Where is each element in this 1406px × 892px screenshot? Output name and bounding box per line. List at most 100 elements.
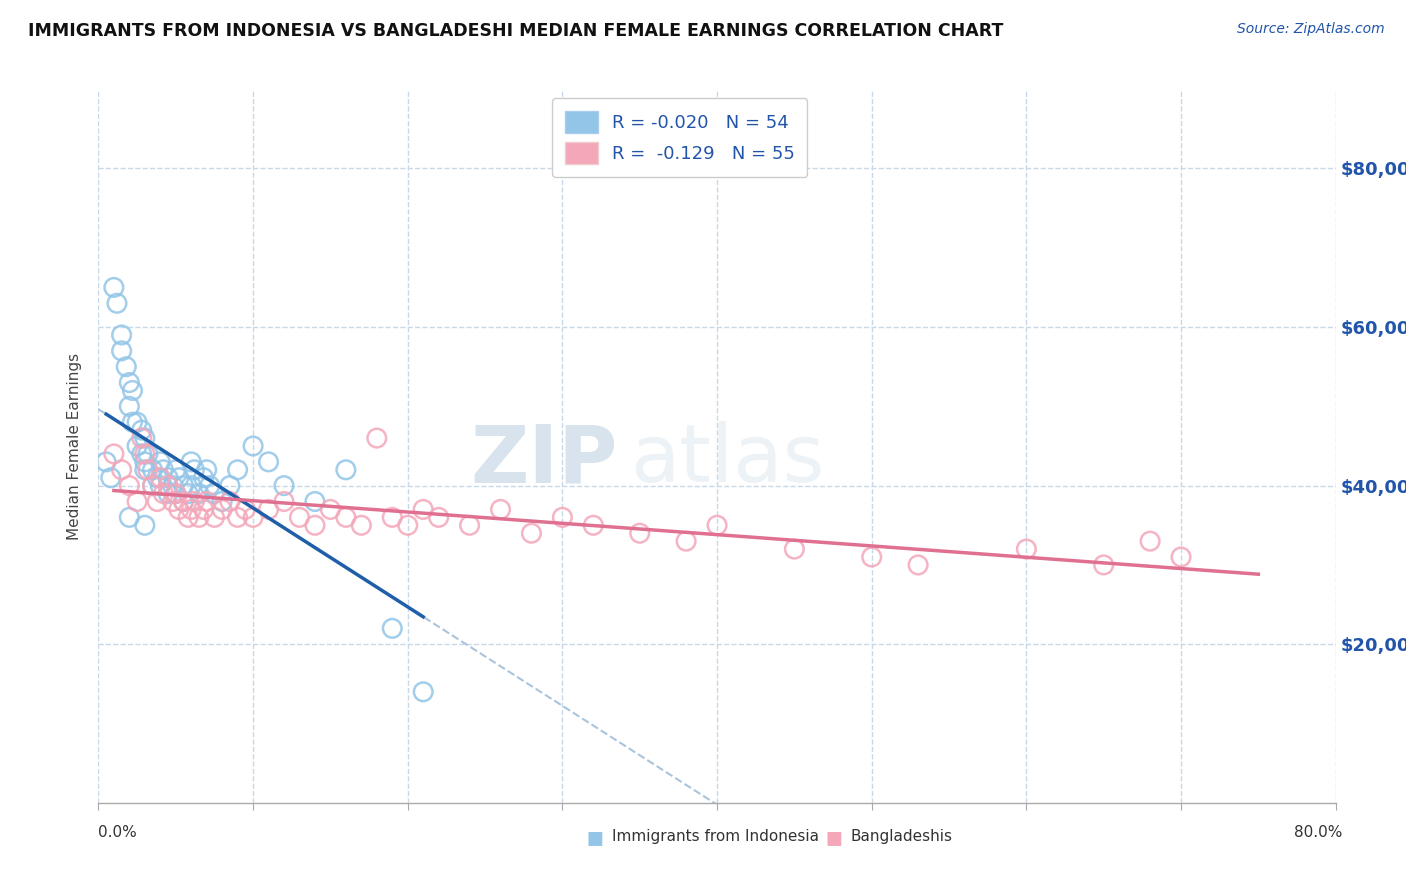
Point (183, 494, 205, 508)
Point (350, 518, 373, 533)
Point (180, 502, 202, 516)
Point (180, 478, 202, 492)
Point (211, 502, 233, 516)
Point (165, 463, 187, 477)
Point (167, 471, 190, 485)
Point (1139, 534, 1161, 549)
Point (142, 478, 165, 492)
Point (195, 494, 218, 508)
Text: ▪: ▪ (825, 822, 844, 851)
Point (115, 359, 138, 374)
Point (142, 463, 165, 477)
Point (366, 431, 388, 445)
Point (193, 502, 215, 516)
Point (134, 455, 156, 469)
Point (1170, 549, 1192, 564)
Point (288, 510, 311, 524)
Text: Source: ZipAtlas.com: Source: ZipAtlas.com (1237, 22, 1385, 37)
Point (165, 486, 187, 500)
Point (131, 431, 153, 445)
Point (149, 455, 172, 469)
Point (162, 478, 184, 492)
Point (204, 510, 226, 524)
Point (152, 486, 174, 500)
Point (412, 502, 434, 516)
Point (152, 463, 174, 477)
Point (335, 510, 357, 524)
Text: ZIP: ZIP (471, 421, 619, 500)
Point (173, 494, 195, 508)
Point (111, 343, 134, 358)
Point (157, 486, 180, 500)
Point (427, 510, 450, 524)
Point (167, 502, 190, 516)
Point (188, 510, 211, 524)
Point (675, 534, 697, 549)
Point (134, 463, 156, 477)
Point (157, 478, 180, 492)
Point (180, 455, 202, 469)
Point (193, 471, 215, 485)
Point (1092, 558, 1115, 572)
Point (134, 518, 156, 533)
Text: Bangladeshis: Bangladeshis (851, 830, 953, 844)
Point (173, 478, 195, 492)
Point (304, 494, 326, 508)
Point (211, 494, 233, 508)
Point (131, 423, 153, 437)
Point (551, 510, 574, 524)
Point (219, 478, 242, 492)
Point (188, 486, 211, 500)
Y-axis label: Median Female Earnings: Median Female Earnings (67, 352, 83, 540)
Point (127, 415, 149, 429)
Point (520, 526, 543, 541)
Text: Immigrants from Indonesia: Immigrants from Indonesia (612, 830, 818, 844)
Point (103, 280, 125, 294)
Point (118, 376, 141, 390)
Point (149, 471, 172, 485)
Point (146, 494, 169, 508)
Text: IMMIGRANTS FROM INDONESIA VS BANGLADESHI MEDIAN FEMALE EARNINGS CORRELATION CHAR: IMMIGRANTS FROM INDONESIA VS BANGLADESHI… (28, 22, 1004, 40)
Point (131, 447, 153, 461)
Text: 0.0%: 0.0% (98, 825, 138, 840)
Point (195, 463, 218, 477)
Point (118, 510, 141, 524)
Point (183, 463, 205, 477)
Point (100, 471, 122, 485)
Point (136, 447, 159, 461)
Point (173, 494, 195, 508)
Point (219, 494, 242, 508)
Point (103, 447, 125, 461)
Point (177, 510, 200, 524)
Point (127, 439, 149, 453)
Point (396, 518, 419, 533)
Point (96, 455, 118, 469)
Point (273, 478, 295, 492)
Point (242, 439, 264, 453)
Point (165, 486, 187, 500)
Point (162, 494, 184, 508)
Point (335, 463, 357, 477)
Point (381, 510, 404, 524)
Point (157, 471, 180, 485)
Point (226, 463, 249, 477)
Point (118, 478, 141, 492)
Point (1015, 542, 1038, 557)
Point (860, 549, 883, 564)
Point (177, 486, 200, 500)
Point (489, 502, 512, 516)
Point (118, 400, 141, 414)
Point (582, 518, 605, 533)
Point (204, 486, 226, 500)
Point (134, 447, 156, 461)
Point (242, 510, 264, 524)
Text: atlas: atlas (630, 421, 825, 500)
Point (319, 502, 342, 516)
Point (381, 621, 404, 635)
Point (142, 478, 165, 492)
Point (907, 558, 929, 572)
Point (458, 518, 481, 533)
Point (149, 478, 172, 492)
Point (257, 455, 280, 469)
Point (257, 502, 280, 516)
